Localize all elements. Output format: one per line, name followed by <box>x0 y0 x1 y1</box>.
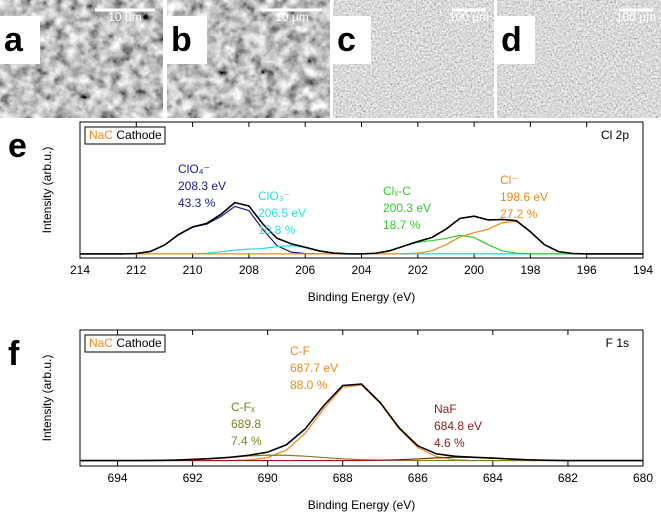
x-tick-label: 198 <box>520 263 540 277</box>
panel-letter: c <box>337 21 356 59</box>
x-tick-label: 206 <box>295 263 315 277</box>
annotation-label: ClO₄⁻ <box>178 162 210 176</box>
annotation-energy: 687.7 eV <box>290 361 338 375</box>
annotation-percent: 4.6 % <box>434 436 465 450</box>
annotation-percent: 7.4 % <box>231 434 262 448</box>
y-axis-label: Intensity (arb.u.) <box>40 147 54 234</box>
letter-box <box>497 16 535 64</box>
annotation-energy: 689.8 <box>231 417 261 431</box>
annotation-label: ClO₃⁻ <box>258 189 290 203</box>
legend-sample: NaC <box>89 128 113 142</box>
annotation-percent: 27.2 % <box>500 207 538 221</box>
x-tick-label: 682 <box>558 471 578 485</box>
x-tick-label: 686 <box>408 471 428 485</box>
annotation-percent: 43.3 % <box>178 196 216 210</box>
x-tick-label: 204 <box>351 263 371 277</box>
legend-box <box>84 334 166 353</box>
x-tick-label: 684 <box>483 471 503 485</box>
scale-bar-label: 100 μm <box>449 10 489 24</box>
x-tick-label: 194 <box>633 263 653 277</box>
panel-letter: d <box>501 21 522 59</box>
legend-electrode: Cathode <box>116 128 162 142</box>
scale-bar-label: 10 μm <box>275 10 309 24</box>
annotation-energy: 684.8 eV <box>434 419 482 433</box>
annotation-label: Clₓ-C <box>383 184 411 198</box>
region-label: F 1s <box>606 336 629 350</box>
letter-box <box>167 16 207 64</box>
spectrum-curve <box>80 383 643 462</box>
plot-frame <box>79 329 644 467</box>
legend-electrode: Cathode <box>116 336 162 350</box>
spectrum-curve <box>80 205 643 255</box>
annotation-energy: 206.5 eV <box>258 206 306 220</box>
plot-frame <box>79 121 644 259</box>
spectrum-curve <box>80 244 643 255</box>
letter-box <box>0 16 40 64</box>
legend-box <box>84 126 166 145</box>
panel-letter: a <box>4 21 24 59</box>
annotation-energy: 200.3 eV <box>383 201 431 215</box>
legend-sample: NaC <box>89 336 113 350</box>
scale-bar-label: 10 μm <box>108 10 142 24</box>
x-tick-label: 690 <box>258 471 278 485</box>
x-tick-label: 688 <box>333 471 353 485</box>
panel-letter: f <box>8 335 20 373</box>
annotation-percent: 10.8 % <box>258 223 296 237</box>
y-axis-label: Intensity (arb.u.) <box>40 355 54 442</box>
x-tick-label: 212 <box>126 263 146 277</box>
x-tick-label: 694 <box>108 471 128 485</box>
xps-panel: e Intensity (arb.u.) Binding Energy (eV) 21… <box>8 121 653 304</box>
x-tick-label: 680 <box>633 471 653 485</box>
annotation-label: NaF <box>434 402 457 416</box>
x-tick-label: 214 <box>70 263 90 277</box>
x-axis-label: Binding Energy (eV) <box>308 290 415 304</box>
annotation-energy: 198.6 eV <box>500 190 548 204</box>
x-tick-label: 202 <box>408 263 428 277</box>
x-tick-label: 200 <box>464 263 484 277</box>
x-tick-label: 196 <box>577 263 597 277</box>
annotation-energy: 208.3 eV <box>178 179 226 193</box>
plots: e Intensity (arb.u.) Binding Energy (eV) 21… <box>8 121 653 512</box>
sem-row: a 10 μm b 10 μm c 100 μm d 100 μm <box>0 0 661 118</box>
annotation-label: C-Fₓ <box>231 400 255 414</box>
xps-panel: f Intensity (arb.u.) Binding Energy (eV) 69… <box>8 329 653 512</box>
x-tick-label: 210 <box>183 263 203 277</box>
scale-bar-label: 100 μm <box>616 10 656 24</box>
legend-text: NaC Cathode <box>89 128 162 142</box>
annotation-label: C-F <box>290 344 310 358</box>
x-tick-label: 208 <box>239 263 259 277</box>
region-label: Cl 2p <box>601 128 629 142</box>
panel-letter: b <box>171 21 192 59</box>
annotation-percent: 88.0 % <box>290 378 328 392</box>
spectrum-curve <box>80 201 643 255</box>
letter-box <box>333 16 371 64</box>
x-axis-label: Binding Energy (eV) <box>308 498 415 512</box>
annotation-label: Cl⁻ <box>500 173 518 187</box>
panel-letter: e <box>8 127 27 165</box>
x-tick-label: 692 <box>183 471 203 485</box>
annotation-percent: 18.7 % <box>383 218 421 232</box>
legend-text: NaC Cathode <box>89 336 162 350</box>
spectrum-curve <box>80 220 643 255</box>
spectrum-curve <box>80 384 643 462</box>
